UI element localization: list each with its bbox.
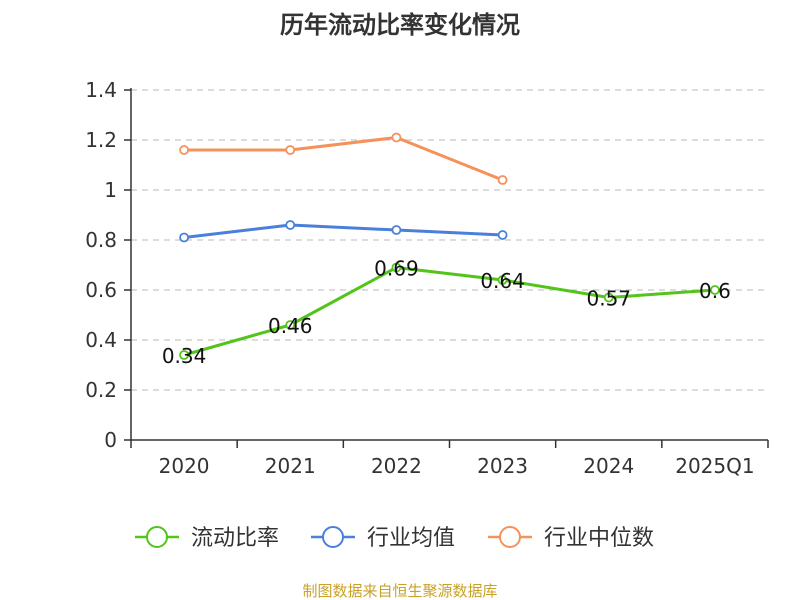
series-1-point [285, 220, 296, 230]
legend-marker [146, 526, 168, 548]
series-line-2 [184, 136, 504, 182]
source-note: 制图数据来自恒生聚源数据库 [302, 582, 497, 600]
legend-item: 行业均值 [311, 526, 455, 551]
data-label: 0.6 [699, 279, 731, 303]
data-label: 0.57 [586, 287, 631, 311]
series-1-point [391, 225, 402, 235]
legend-item: 行业中位数 [488, 526, 654, 551]
series-1-point [497, 230, 508, 240]
series-layer [179, 132, 720, 360]
legend: 流动比率 行业均值 行业中位数 [135, 526, 654, 551]
series-0-point [391, 262, 402, 273]
legend-item: 流动比率 [135, 526, 279, 551]
legend-label: 行业均值 [367, 526, 455, 551]
x-tick-label: 2021 [265, 454, 316, 478]
series-2-point [285, 145, 296, 155]
x-tick-label: 2020 [159, 454, 210, 478]
data-label: 0.69 [374, 257, 419, 281]
series-2-point [391, 132, 402, 143]
y-tick-label: 0.2 [85, 378, 117, 402]
series-line-1 [183, 223, 503, 239]
data-labels: 0.34 0.46 0.69 0.64 0.57 0.6 [162, 257, 731, 369]
y-tick-label: 0 [104, 428, 117, 452]
data-label: 0.34 [162, 344, 207, 368]
grid-lines [131, 89, 768, 391]
chart-title: 历年流动比率变化情况 [280, 11, 520, 39]
x-tick-label: 2025Q1 [675, 454, 754, 478]
series-0-point [497, 275, 508, 285]
series-0-point [710, 285, 720, 295]
y-tick-label: 0.6 [85, 278, 117, 302]
series-2-point [497, 175, 508, 185]
legend-label: 流动比率 [191, 526, 279, 551]
data-label: 0.46 [268, 314, 313, 338]
x-tick-label: 2024 [583, 454, 634, 478]
series-0-point [179, 350, 189, 360]
legend-marker [322, 526, 344, 548]
y-tick-label: 1 [104, 178, 117, 202]
series-line-0 [183, 266, 716, 357]
y-tick-label: 1.2 [85, 128, 117, 152]
series-2-point [179, 145, 189, 155]
series-0-point [603, 292, 614, 303]
y-tick-label: 0.8 [85, 228, 117, 252]
x-tick-label: 2022 [371, 454, 422, 478]
y-tick-label: 0.4 [85, 328, 117, 352]
legend-marker [499, 526, 521, 548]
x-tick-label: 2023 [477, 454, 528, 478]
series-0-point [285, 320, 296, 330]
legend-label: 行业中位数 [544, 526, 654, 551]
data-label: 0.64 [480, 269, 525, 293]
y-tick-label: 1.4 [85, 78, 117, 102]
series-1-point [179, 232, 189, 243]
axes: 0 0.2 0.4 0.6 0.8 1 1.2 1.4 2020 2021 2022 2023 2024… [85, 78, 769, 478]
